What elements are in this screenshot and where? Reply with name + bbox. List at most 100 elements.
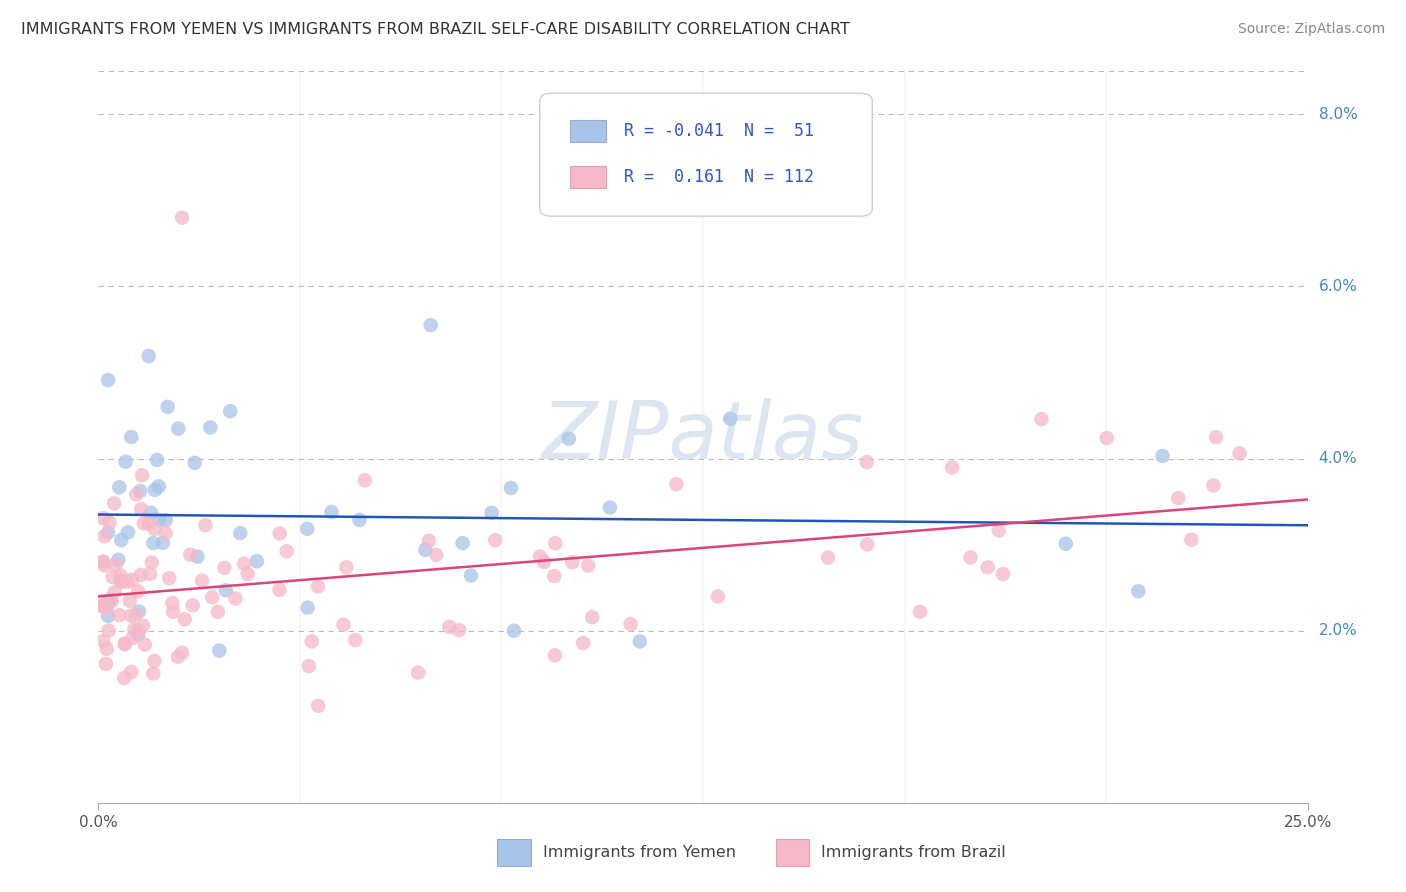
Point bbox=[533, 555, 555, 569]
Point bbox=[108, 608, 131, 623]
Point bbox=[97, 373, 120, 387]
Point bbox=[98, 516, 121, 530]
Text: Immigrants from Brazil: Immigrants from Brazil bbox=[821, 845, 1007, 860]
Point bbox=[141, 556, 163, 570]
Point bbox=[543, 569, 565, 583]
Point bbox=[499, 481, 522, 495]
Point bbox=[425, 548, 447, 562]
Point bbox=[297, 600, 319, 615]
Point bbox=[1202, 478, 1225, 492]
Text: IMMIGRANTS FROM YEMEN VS IMMIGRANTS FROM BRAZIL SELF-CARE DISABILITY CORRELATION: IMMIGRANTS FROM YEMEN VS IMMIGRANTS FROM… bbox=[21, 22, 851, 37]
Point bbox=[544, 536, 567, 550]
Point bbox=[620, 617, 643, 632]
FancyBboxPatch shape bbox=[498, 838, 531, 866]
Point bbox=[186, 549, 208, 564]
Point bbox=[129, 502, 152, 516]
Point bbox=[1095, 431, 1118, 445]
FancyBboxPatch shape bbox=[569, 167, 606, 188]
Point bbox=[297, 522, 319, 536]
Point bbox=[97, 624, 120, 638]
Point bbox=[96, 601, 118, 615]
Point bbox=[104, 585, 127, 599]
Point bbox=[139, 506, 162, 520]
Point bbox=[321, 505, 343, 519]
Point bbox=[114, 455, 136, 469]
Point bbox=[120, 608, 142, 623]
Point bbox=[1152, 449, 1174, 463]
Point bbox=[215, 583, 238, 598]
Point bbox=[561, 555, 583, 569]
Point bbox=[128, 624, 150, 638]
Point bbox=[112, 671, 135, 685]
Point bbox=[91, 594, 114, 608]
Point bbox=[110, 568, 132, 582]
Text: 6.0%: 6.0% bbox=[1319, 279, 1358, 294]
Point bbox=[167, 649, 190, 664]
Point bbox=[91, 555, 114, 569]
Point bbox=[307, 698, 329, 713]
Point bbox=[1205, 430, 1227, 444]
Point bbox=[628, 634, 651, 648]
Point bbox=[97, 596, 120, 610]
Point bbox=[114, 637, 136, 651]
Point bbox=[236, 566, 259, 581]
Point bbox=[146, 453, 169, 467]
Point bbox=[484, 533, 506, 548]
Point bbox=[219, 404, 242, 418]
Point bbox=[707, 590, 730, 604]
Point bbox=[129, 483, 152, 498]
Point bbox=[110, 574, 132, 589]
Point bbox=[111, 574, 134, 589]
Point bbox=[599, 500, 621, 515]
Point bbox=[941, 460, 963, 475]
Point bbox=[201, 591, 224, 605]
Point bbox=[439, 620, 461, 634]
Point bbox=[173, 612, 195, 626]
Text: 8.0%: 8.0% bbox=[1319, 107, 1357, 122]
Point bbox=[298, 659, 321, 673]
Point bbox=[987, 524, 1010, 538]
Point bbox=[143, 654, 166, 668]
Point bbox=[1167, 491, 1189, 505]
Point bbox=[127, 627, 149, 641]
Point bbox=[131, 468, 153, 483]
Point bbox=[91, 599, 114, 614]
FancyBboxPatch shape bbox=[540, 94, 872, 216]
Point bbox=[100, 592, 122, 607]
Point bbox=[665, 477, 688, 491]
Point bbox=[162, 605, 184, 619]
Point bbox=[1128, 584, 1150, 599]
Point bbox=[344, 633, 367, 648]
Point bbox=[419, 318, 441, 332]
Point bbox=[908, 605, 931, 619]
Point bbox=[107, 553, 129, 567]
Point bbox=[132, 618, 155, 632]
Point bbox=[856, 455, 879, 469]
Point bbox=[100, 594, 122, 608]
Point bbox=[138, 516, 160, 531]
Point bbox=[120, 665, 142, 679]
Point bbox=[179, 548, 201, 562]
Text: R = -0.041  N =  51: R = -0.041 N = 51 bbox=[624, 122, 814, 140]
Text: R =  0.161  N = 112: R = 0.161 N = 112 bbox=[624, 169, 814, 186]
Point bbox=[233, 557, 256, 571]
Point bbox=[91, 634, 114, 648]
Point bbox=[142, 666, 165, 681]
FancyBboxPatch shape bbox=[569, 120, 606, 143]
Point bbox=[108, 480, 131, 494]
Point bbox=[142, 536, 165, 550]
Point bbox=[103, 496, 125, 510]
FancyBboxPatch shape bbox=[776, 838, 810, 866]
Point bbox=[269, 582, 291, 597]
Point bbox=[120, 430, 142, 444]
Point bbox=[91, 599, 114, 613]
Point bbox=[148, 479, 170, 493]
Point bbox=[124, 622, 146, 636]
Point bbox=[301, 634, 323, 648]
Point bbox=[155, 513, 177, 527]
Point bbox=[1229, 446, 1251, 460]
Point bbox=[97, 525, 120, 540]
Point bbox=[143, 483, 166, 497]
Point bbox=[148, 513, 170, 527]
Point bbox=[138, 349, 160, 363]
